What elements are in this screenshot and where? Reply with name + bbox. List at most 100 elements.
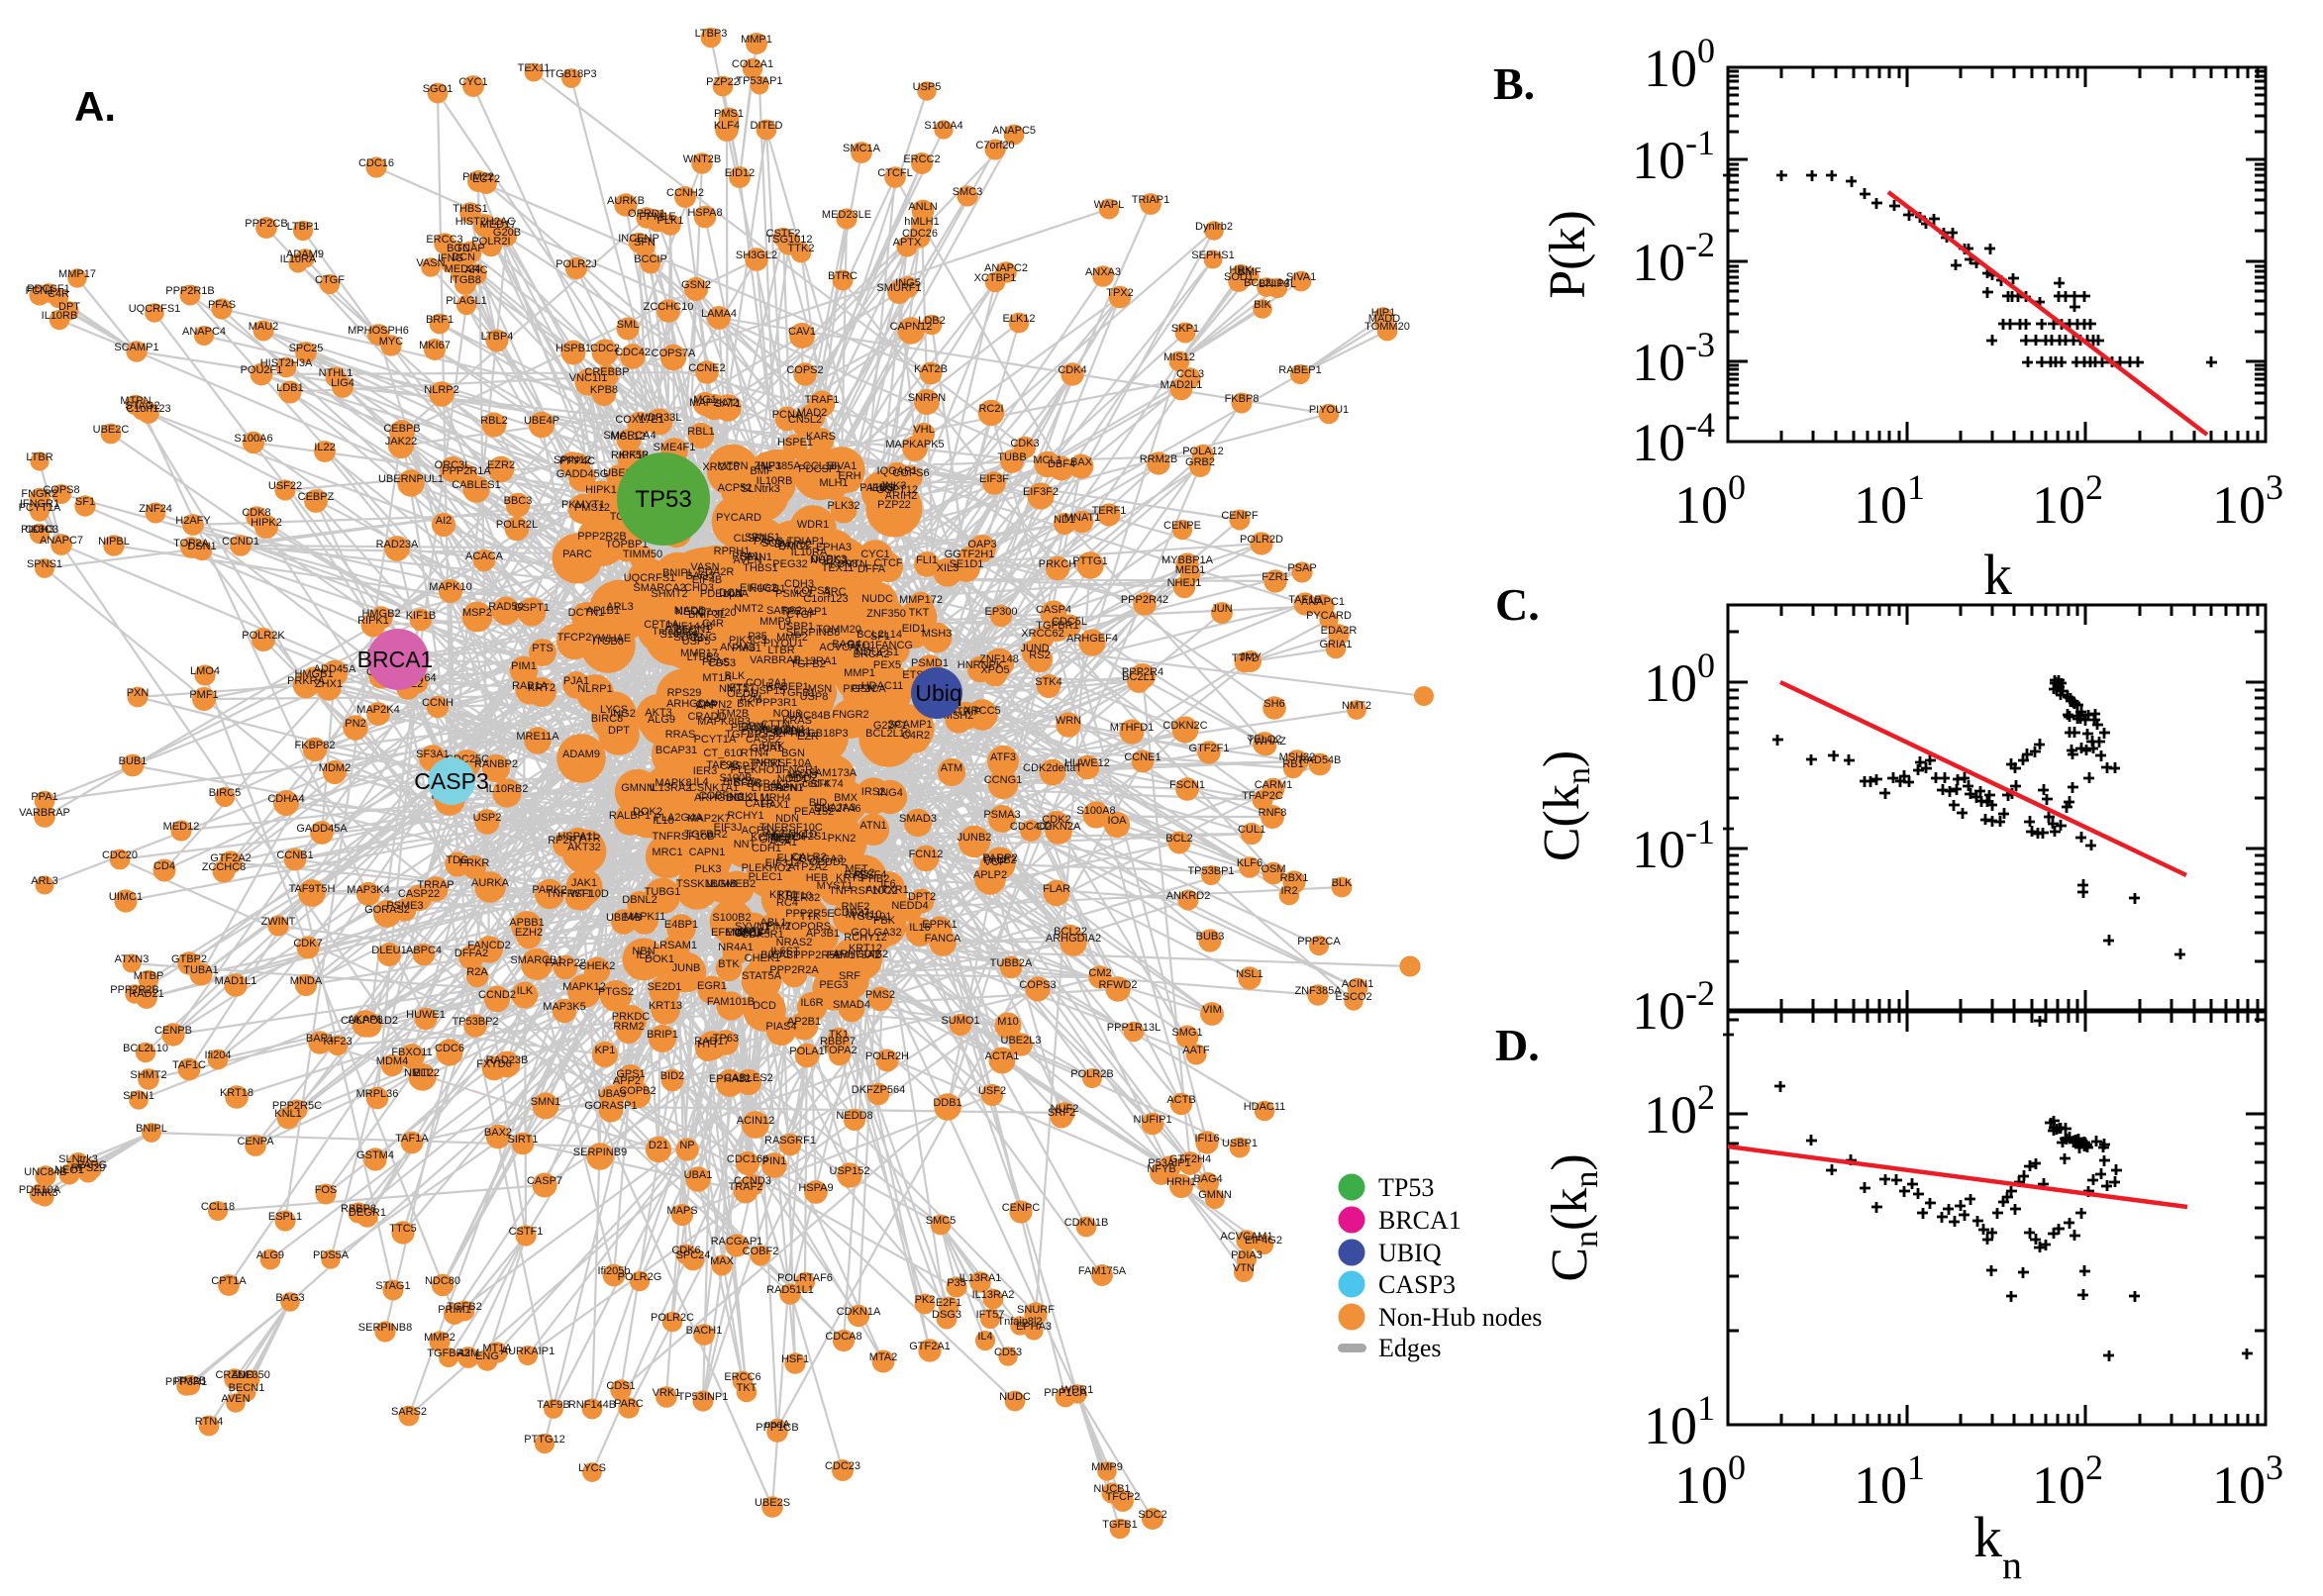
svg-text:PPP1CB: PPP1CB xyxy=(756,1422,798,1434)
svg-text:C1orf123: C1orf123 xyxy=(126,403,170,415)
svg-text:TUBG1: TUBG1 xyxy=(645,886,681,898)
svg-text:PIM1: PIM1 xyxy=(511,660,537,672)
svg-text:KRT9: KRT9 xyxy=(836,872,863,884)
svg-text:TP63: TP63 xyxy=(713,1033,739,1045)
svg-text:ITGB18P3: ITGB18P3 xyxy=(797,728,848,740)
svg-text:GSPT1: GSPT1 xyxy=(514,602,550,614)
svg-text:CRADD: CRADD xyxy=(215,1369,253,1381)
svg-text:RS2: RS2 xyxy=(1029,649,1050,661)
svg-text:P35: P35 xyxy=(748,631,767,643)
svg-text:CYC1: CYC1 xyxy=(458,76,487,88)
svg-text:NHEJ1: NHEJ1 xyxy=(1167,577,1202,589)
svg-text:NEO1: NEO1 xyxy=(54,1164,84,1176)
svg-text:IR2: IR2 xyxy=(1280,885,1297,897)
svg-text:TAF9B: TAF9B xyxy=(537,1399,569,1411)
svg-text:PARG: PARG xyxy=(754,536,783,548)
svg-text:PPP2R5C: PPP2R5C xyxy=(272,1100,322,1112)
svg-text:PPP4C: PPP4C xyxy=(559,455,595,467)
svg-text:RNF144B: RNF144B xyxy=(568,1399,616,1411)
svg-text:MTPN: MTPN xyxy=(120,395,151,407)
svg-text:GMEB2: GMEB2 xyxy=(718,878,757,890)
svg-text:pfs2: pfs2 xyxy=(855,867,875,879)
svg-text:PKMYT1: PKMYT1 xyxy=(561,499,605,511)
svg-text:S100B: S100B xyxy=(719,772,752,784)
svg-text:ACTB: ACTB xyxy=(1166,1094,1195,1106)
svg-text:SERPINB9: SERPINB9 xyxy=(573,1147,627,1158)
svg-text:SNRPN: SNRPN xyxy=(908,392,947,404)
svg-text:Tnfaip8l2: Tnfaip8l2 xyxy=(652,626,696,638)
svg-text:UBE2C: UBE2C xyxy=(93,424,130,436)
svg-text:PARP2: PARP2 xyxy=(982,852,1017,864)
svg-text:ZNF385A: ZNF385A xyxy=(1294,985,1342,997)
svg-text:GORASP1: GORASP1 xyxy=(584,1100,637,1112)
svg-text:NMT2: NMT2 xyxy=(1342,700,1371,712)
svg-text:MRE11A: MRE11A xyxy=(516,731,559,743)
svg-text:ELK1: ELK1 xyxy=(777,852,804,864)
svg-text:ASA1: ASA1 xyxy=(769,837,797,848)
svg-text:CREBBP: CREBBP xyxy=(584,366,629,378)
svg-text:SLNtrk3: SLNtrk3 xyxy=(58,1153,98,1165)
svg-text:ARHGDIB: ARHGDIB xyxy=(694,792,744,804)
svg-text:DDB1: DDB1 xyxy=(933,1097,961,1109)
svg-text:MET: MET xyxy=(845,863,868,875)
svg-text:MUS81: MUS81 xyxy=(726,927,762,939)
svg-text:TNFRSF10B: TNFRSF10B xyxy=(653,831,715,843)
svg-text:CDK5R1: CDK5R1 xyxy=(741,929,783,941)
svg-text:FBXO11: FBXO11 xyxy=(391,1047,432,1058)
svg-text:DBNL2: DBNL2 xyxy=(622,894,656,906)
svg-text:PSME3: PSME3 xyxy=(386,900,423,912)
svg-text:IFNGR1: IFNGR1 xyxy=(779,764,819,776)
svg-text:JUNB2: JUNB2 xyxy=(958,832,992,844)
svg-text:DITED: DITED xyxy=(751,120,783,132)
svg-text:BIRC8: BIRC8 xyxy=(591,713,623,725)
svg-text:LRSAM1: LRSAM1 xyxy=(654,940,697,951)
svg-text:PKN1: PKN1 xyxy=(754,757,782,769)
svg-text:AP3B1: AP3B1 xyxy=(806,928,840,940)
svg-text:HIP1: HIP1 xyxy=(758,460,781,472)
svg-text:PRKDC: PRKDC xyxy=(612,1011,651,1023)
svg-text:ANAPC2: ANAPC2 xyxy=(984,262,1028,274)
svg-text:C7orf20: C7orf20 xyxy=(975,140,1014,151)
svg-text:UQCRFS1: UQCRFS1 xyxy=(129,303,181,315)
svg-text:TAF9B: TAF9B xyxy=(706,759,739,771)
svg-text:COPS7A: COPS7A xyxy=(652,348,696,359)
svg-text:WDR1: WDR1 xyxy=(797,519,829,531)
svg-text:RTN4: RTN4 xyxy=(741,748,769,759)
svg-text:BBC3: BBC3 xyxy=(504,495,533,507)
svg-text:Dynlrb2: Dynlrb2 xyxy=(1195,221,1233,233)
svg-text:OAP3: OAP3 xyxy=(967,539,996,550)
svg-text:TGFBR2: TGFBR2 xyxy=(684,829,727,841)
svg-text:RABEP1: RABEP1 xyxy=(1278,364,1321,376)
svg-text:JAK2: JAK2 xyxy=(759,828,785,840)
svg-text:M10: M10 xyxy=(997,1016,1018,1028)
svg-text:SEPHS1: SEPHS1 xyxy=(1191,249,1234,261)
svg-text:UBA3: UBA3 xyxy=(598,1088,627,1100)
svg-text:JUN: JUN xyxy=(1211,603,1232,615)
svg-text:PDE10A: PDE10A xyxy=(700,588,743,600)
svg-text:BRIP1: BRIP1 xyxy=(647,1029,678,1041)
svg-text:PARC: PARC xyxy=(562,549,592,560)
svg-text:BCL22: BCL22 xyxy=(1054,926,1087,938)
svg-text:IL2: IL2 xyxy=(636,949,651,961)
svg-text:KAT2B: KAT2B xyxy=(914,363,948,375)
svg-text:RALBP1: RALBP1 xyxy=(609,810,651,822)
svg-text:SMN1: SMN1 xyxy=(531,1096,561,1108)
svg-text:ced-4: ced-4 xyxy=(802,778,830,790)
svg-text:NUCB1: NUCB1 xyxy=(749,583,785,595)
svg-text:BLK: BLK xyxy=(725,670,746,682)
svg-text:MG1: MG1 xyxy=(693,394,717,406)
svg-text:EZH2: EZH2 xyxy=(515,927,543,939)
svg-text:PSMD1: PSMD1 xyxy=(911,657,949,669)
svg-text:LTBP3: LTBP3 xyxy=(695,28,728,40)
svg-text:ITM2B: ITM2B xyxy=(174,1375,206,1387)
svg-text:SF1: SF1 xyxy=(870,631,890,643)
svg-text:XRCC62: XRCC62 xyxy=(1021,628,1063,640)
svg-text:MAD1L1: MAD1L1 xyxy=(215,975,257,987)
svg-text:IL10RA: IL10RA xyxy=(791,547,828,558)
svg-text:CCNB1: CCNB1 xyxy=(276,849,313,861)
svg-text:FSCN1: FSCN1 xyxy=(1169,779,1205,791)
svg-text:RBX1: RBX1 xyxy=(1280,872,1309,884)
svg-text:TIMM50: TIMM50 xyxy=(623,549,662,560)
svg-text:HSPE1: HSPE1 xyxy=(777,437,813,449)
svg-text:CDS1: CDS1 xyxy=(606,1380,635,1392)
